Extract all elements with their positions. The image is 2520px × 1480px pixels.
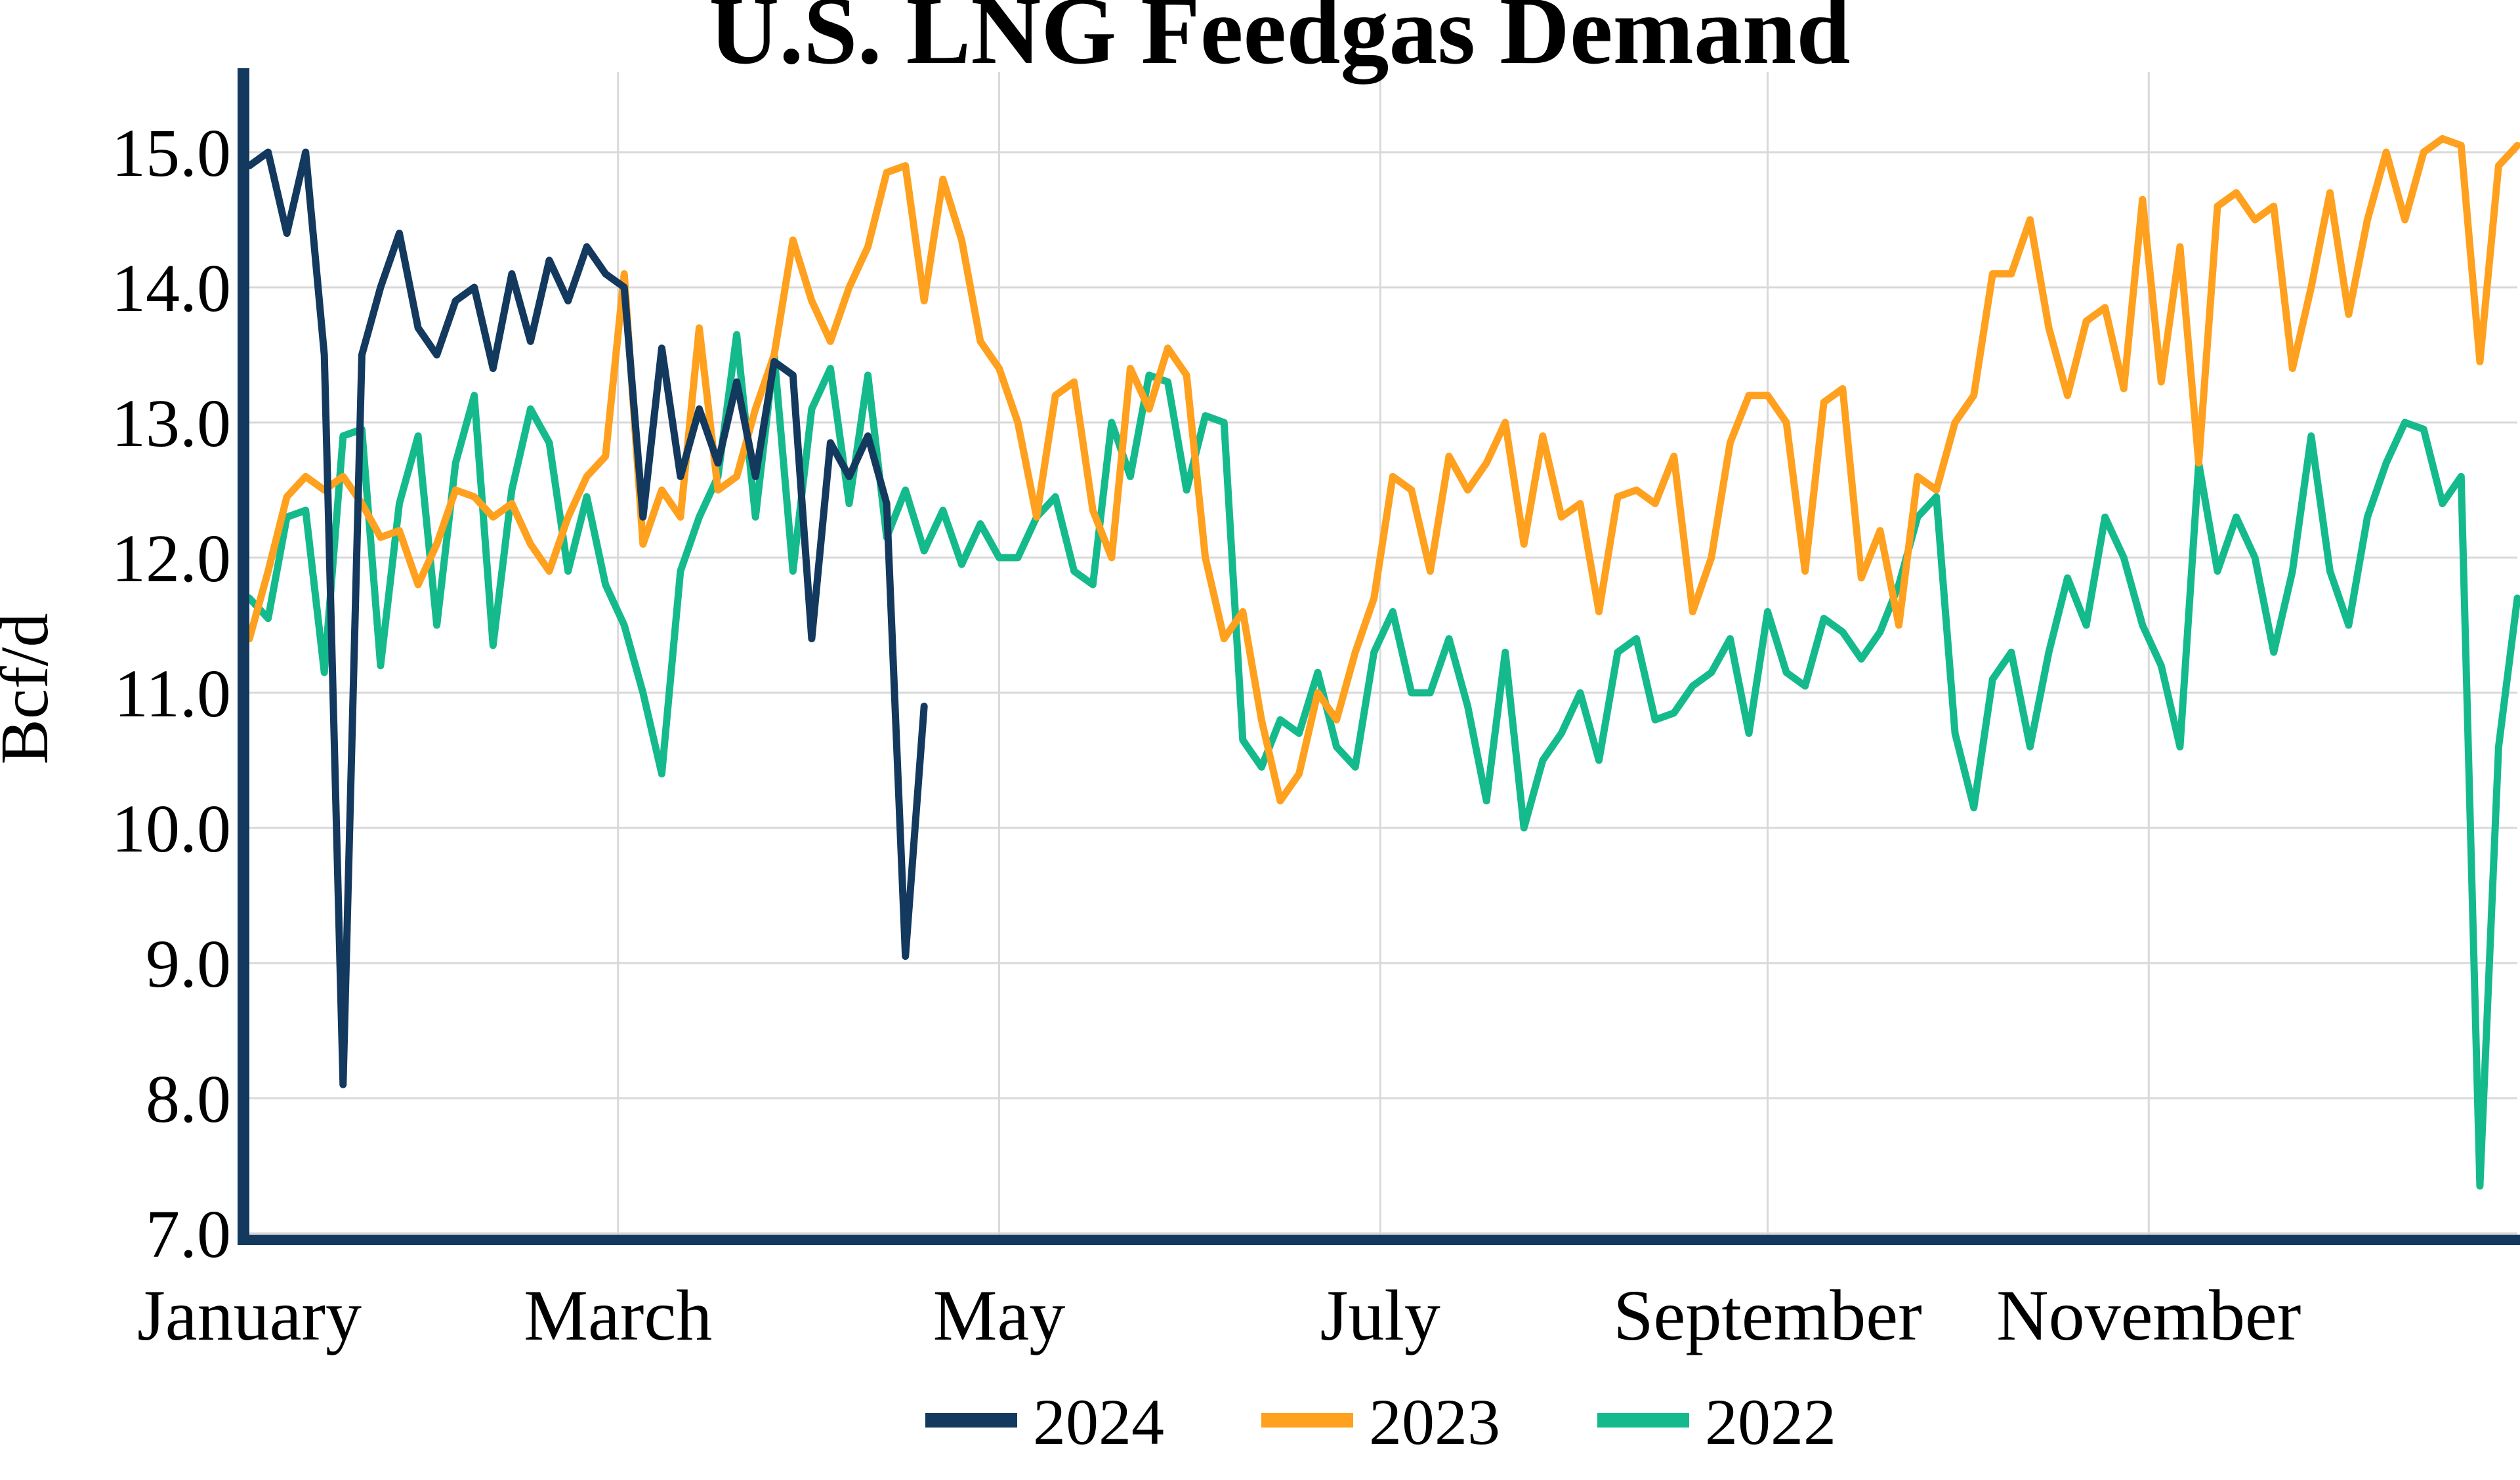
legend-label-2024: 2024: [1033, 1386, 1164, 1458]
series-line-2024: [245, 148, 928, 1088]
legend-label-2022: 2022: [1705, 1386, 1836, 1458]
y-tick-label-12.0: 12.0: [112, 521, 231, 596]
y-axis-spine: [238, 68, 249, 1245]
x-axis-spine: [238, 1235, 2520, 1245]
chart-title: U.S. LNG Feedgas Demand: [709, 0, 1850, 85]
y-tick-label-13.0: 13.0: [112, 386, 231, 461]
x-tick-label-november: November: [1996, 1275, 2301, 1355]
y-tick-label-14.0: 14.0: [112, 251, 231, 326]
x-tick-label-march: March: [524, 1275, 712, 1355]
y-tick-label-9.0: 9.0: [146, 926, 231, 1002]
series-line-2022: [245, 331, 2520, 1190]
y-axis-title: Bcf/d: [0, 613, 62, 764]
y-tick-label-15.0: 15.0: [112, 115, 231, 191]
y-tick-label-11.0: 11.0: [114, 656, 231, 731]
y-tick-label-8.0: 8.0: [146, 1061, 231, 1137]
legend-label-2023: 2023: [1369, 1386, 1500, 1458]
y-tick-label-7.0: 7.0: [146, 1197, 231, 1272]
x-tick-label-january: January: [137, 1275, 362, 1355]
x-tick-label-july: July: [1320, 1275, 1440, 1355]
y-tick-label-10.0: 10.0: [112, 791, 231, 867]
x-tick-label-may: May: [933, 1275, 1066, 1355]
x-tick-label-september: September: [1613, 1275, 1922, 1355]
